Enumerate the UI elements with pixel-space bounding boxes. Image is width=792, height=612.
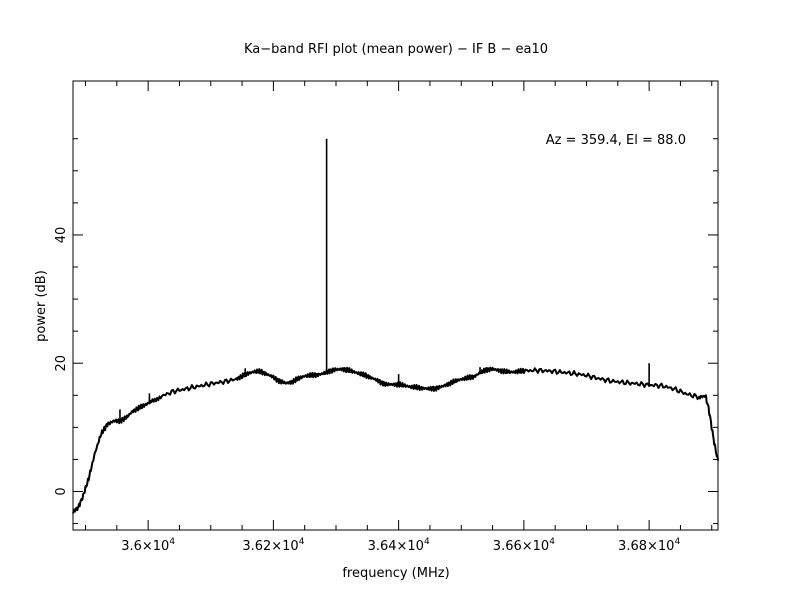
x-tick-label-2: 3.64×104 [368, 537, 430, 554]
x-tick-exponent-2: 4 [424, 537, 430, 547]
x-tick-exponent-3: 4 [549, 537, 555, 547]
x-tick-label-1: 3.62×104 [242, 537, 304, 554]
y-axis-label: power (dB) [34, 270, 49, 342]
x-tick-label-3: 3.66×104 [493, 537, 555, 554]
annotation-az-el: Az = 359.4, El = 88.0 [546, 133, 686, 148]
tick-labels: 3.6×104 3.62×104 3.64×104 3.66×104 3.68×104 0… [54, 227, 680, 554]
spikes [119, 138, 650, 421]
chart-title: Ka−band RFI plot (mean power) − IF B − e… [244, 42, 548, 57]
x-axis-label: frequency (MHz) [342, 566, 449, 581]
tick-marks [73, 81, 718, 530]
x-tick-exponent-1: 4 [299, 537, 305, 547]
x-tick-label-4: 3.68×104 [618, 537, 680, 554]
y-tick-label-2: 40 [54, 227, 69, 244]
plot-frame [72, 80, 719, 531]
series-line [72, 366, 719, 514]
y-tick-label-1: 20 [54, 355, 69, 372]
y-tick-label-0: 0 [54, 487, 69, 495]
x-tick-exponent-0: 4 [169, 537, 175, 547]
plot-border [72, 80, 719, 531]
x-tick-label-0: 3.6×104 [121, 537, 175, 554]
x-tick-exponent-4: 4 [674, 537, 680, 547]
